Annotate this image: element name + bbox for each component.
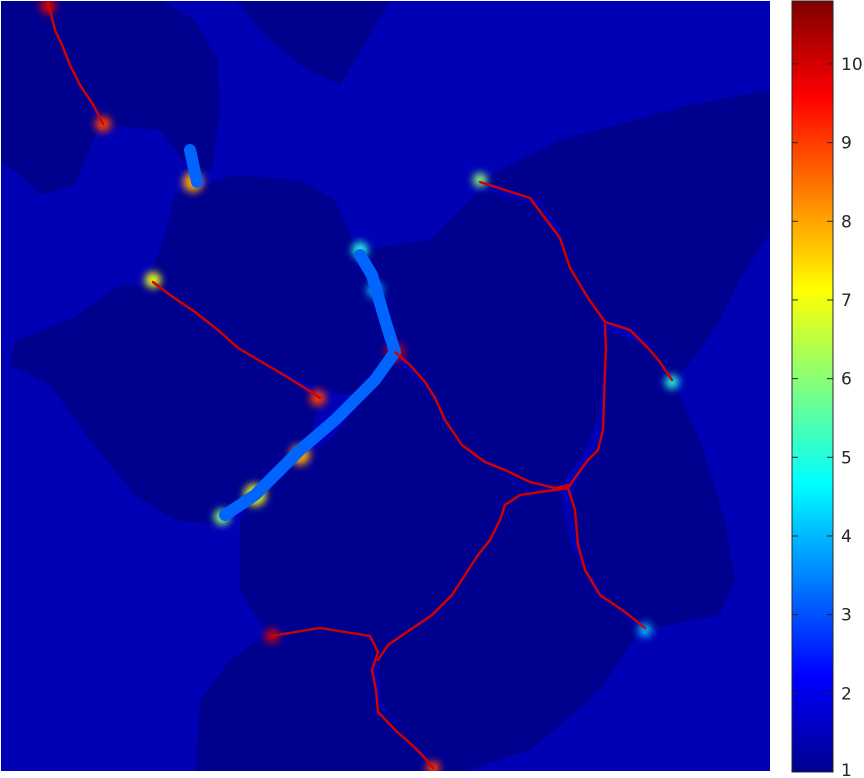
colorbar-tick-label: 5 <box>841 448 852 468</box>
colorbar-tick-label: 1 <box>841 761 852 778</box>
hotspot <box>665 375 679 389</box>
region <box>195 630 440 772</box>
ridge-layer <box>46 0 674 770</box>
region <box>360 190 605 490</box>
basin-shading-layer <box>184 144 401 521</box>
heatmap-plot-area <box>0 0 771 772</box>
colorbar-tick-label: 2 <box>841 684 852 704</box>
region <box>0 0 100 195</box>
colorbar-fill <box>792 1 833 772</box>
ridge-line <box>566 323 608 490</box>
basin-channel <box>184 144 203 188</box>
colorbar-frame <box>791 0 834 773</box>
region <box>235 0 390 85</box>
region <box>570 330 735 630</box>
colorbar-tick-label: 3 <box>841 606 852 626</box>
ridge-line <box>46 0 105 126</box>
hotspot <box>473 173 487 187</box>
ridge-line <box>393 350 570 490</box>
ridge-line <box>270 626 435 770</box>
region <box>10 285 320 525</box>
region <box>380 495 640 772</box>
colorbar-tick-label: 10 <box>841 55 863 75</box>
colorbar-tick-label: 7 <box>841 291 852 311</box>
ridge-line <box>376 486 570 662</box>
colorbar-tick-label: 8 <box>841 212 852 232</box>
colorbar: 1 2 3 4 5 6 7 8 9 10 <box>791 0 863 778</box>
region <box>0 0 220 175</box>
colorbar-ticks: 1 2 3 4 5 6 7 8 9 10 <box>792 55 863 778</box>
colorbar-tick-label: 6 <box>841 370 852 390</box>
ridge-line <box>478 180 674 382</box>
colorbar-tick-label: 4 <box>841 527 852 547</box>
basin-channel <box>219 249 401 521</box>
ridge-line <box>566 486 647 630</box>
ridge-line <box>151 280 322 400</box>
plot-frame <box>0 0 771 772</box>
region <box>150 175 395 395</box>
region <box>480 90 771 380</box>
region-layer <box>0 0 771 772</box>
colorbar-tick-label: 9 <box>841 134 852 154</box>
hotspot <box>40 0 56 14</box>
